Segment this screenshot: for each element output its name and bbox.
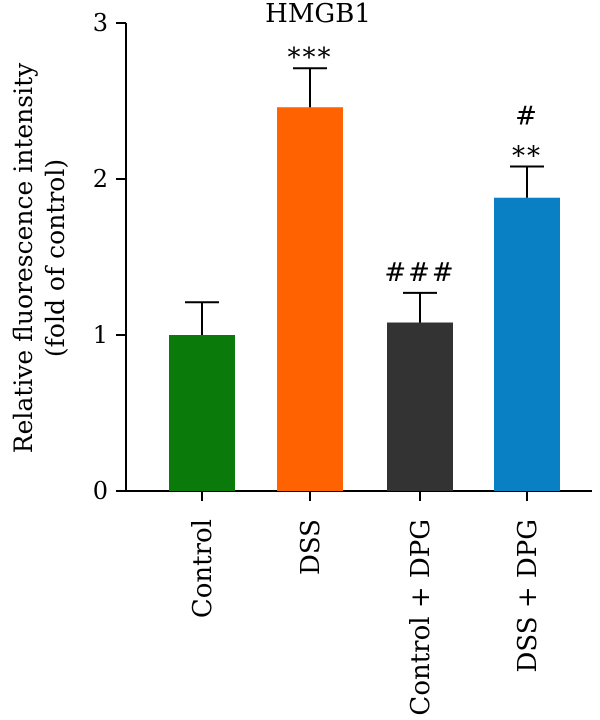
x-tick-label: DSS + DPG bbox=[513, 519, 543, 672]
bar-3 bbox=[494, 197, 560, 491]
x-tick-label: Control + DPG bbox=[406, 519, 436, 716]
y-axis-title-line2: (fold of control) bbox=[41, 159, 70, 357]
bar-2 bbox=[387, 322, 453, 491]
y-axis-title: Relative fluorescence intensity (fold of… bbox=[9, 62, 70, 453]
plot-area: 0 1 2 3 Control DSS *** Control + DPG ### DSS + D… bbox=[93, 9, 592, 716]
y-tick-label: 2 bbox=[93, 165, 108, 193]
x-tick-label: DSS bbox=[296, 519, 326, 575]
significance-label: ### bbox=[384, 258, 455, 288]
y-tick-label: 0 bbox=[93, 477, 108, 505]
chart-title: HMGB1 bbox=[265, 0, 371, 29]
y-tick-label: 1 bbox=[93, 321, 108, 349]
significance-label: ** bbox=[512, 142, 542, 172]
bar-1 bbox=[277, 107, 343, 492]
significance-label: # bbox=[515, 102, 539, 132]
y-tick-label: 3 bbox=[93, 9, 108, 37]
x-tick-label: Control bbox=[188, 519, 218, 618]
significance-label: *** bbox=[288, 43, 333, 73]
y-axis-title-line1: Relative fluorescence intensity bbox=[9, 62, 38, 453]
bar-0 bbox=[169, 335, 235, 491]
